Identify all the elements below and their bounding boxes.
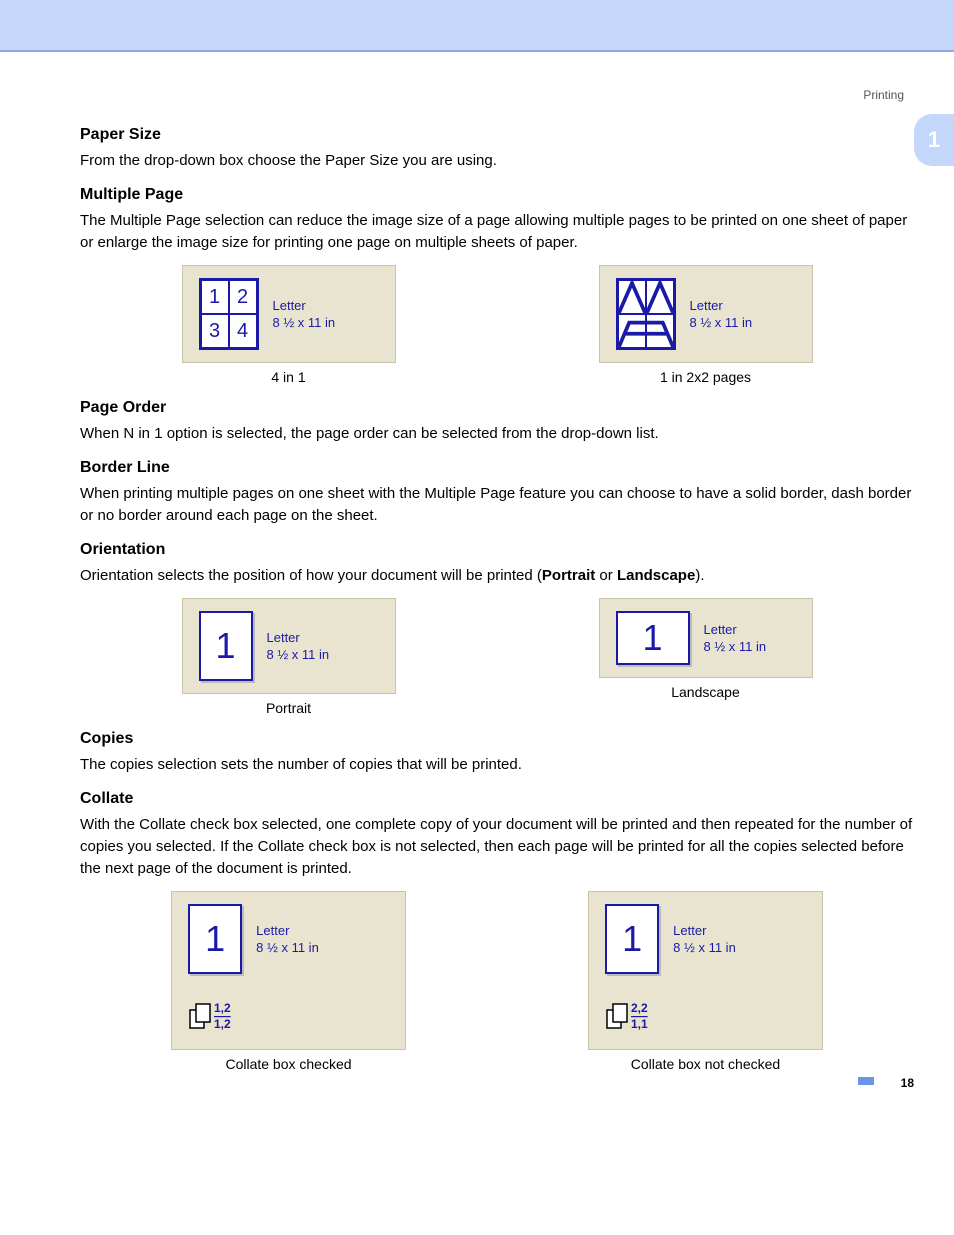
figure-row-multiple-page: 1 2 3 4 Letter 8 ½ x 11 in 4 in 1	[80, 265, 914, 385]
ori-pre: Orientation selects the position of how …	[80, 567, 542, 584]
body-orientation: Orientation selects the position of how …	[80, 565, 914, 587]
cell-a-tl	[618, 280, 646, 314]
heading-border-line: Border Line	[80, 459, 914, 477]
collate-stack-icon: 2,2 1,1	[605, 998, 806, 1037]
panel-collate-off: 1 Letter 8 ½ x 11 in 2,2 1,1	[588, 891, 823, 1050]
paper-line2: 8 ½ x 11 in	[256, 940, 319, 955]
ori-or: or	[595, 567, 617, 584]
caption-collate-off: Collate box not checked	[631, 1056, 780, 1072]
cell-a-tr	[646, 280, 674, 314]
heading-orientation: Orientation	[80, 541, 914, 559]
paper-label: Letter 8 ½ x 11 in	[273, 297, 336, 332]
paper-label: Letter 8 ½ x 11 in	[256, 922, 319, 957]
cell: 4	[229, 314, 257, 348]
heading-paper-size: Paper Size	[80, 126, 914, 144]
panel-1in2x2: Letter 8 ½ x 11 in	[599, 265, 813, 363]
sheet-icon: 1	[188, 904, 242, 974]
svg-text:1,2: 1,2	[214, 1001, 231, 1015]
heading-page-order: Page Order	[80, 399, 914, 417]
panel-landscape: 1 Letter 8 ½ x 11 in	[599, 598, 813, 678]
chapter-tab: 1	[914, 114, 954, 166]
heading-multiple-page: Multiple Page	[80, 186, 914, 204]
sheet-landscape-icon: 1	[616, 611, 690, 665]
grid-4in1: 1 2 3 4	[199, 278, 259, 350]
cell-a-bl	[618, 314, 646, 348]
paper-line1: Letter	[273, 298, 306, 313]
paper-line2: 8 ½ x 11 in	[267, 647, 330, 662]
caption-4in1: 4 in 1	[271, 369, 305, 385]
paper-label: Letter 8 ½ x 11 in	[690, 297, 753, 332]
figure-1in2x2: Letter 8 ½ x 11 in 1 in 2x2 pages	[599, 265, 813, 385]
heading-copies: Copies	[80, 730, 914, 748]
heading-collate: Collate	[80, 790, 914, 808]
figure-row-collate: 1 Letter 8 ½ x 11 in 1,2 1,2 Collate box…	[80, 891, 914, 1072]
caption-1in2x2: 1 in 2x2 pages	[660, 369, 751, 385]
caption-collate-on: Collate box checked	[225, 1056, 351, 1072]
svg-text:1,2: 1,2	[214, 1017, 231, 1031]
section-header: Printing	[80, 88, 904, 102]
body-page-order: When N in 1 option is selected, the page…	[80, 423, 914, 445]
paper-line1: Letter	[704, 622, 737, 637]
paper-line2: 8 ½ x 11 in	[273, 315, 336, 330]
sheet-icon: 1	[605, 904, 659, 974]
figure-collate-off: 1 Letter 8 ½ x 11 in 2,2 1,1 Collate box…	[588, 891, 823, 1072]
paper-label: Letter 8 ½ x 11 in	[704, 621, 767, 656]
paper-line1: Letter	[267, 630, 300, 645]
paper-label: Letter 8 ½ x 11 in	[673, 922, 736, 957]
cell: 3	[201, 314, 229, 348]
paper-line1: Letter	[690, 298, 723, 313]
ori-post: ).	[695, 567, 704, 584]
paper-line2: 8 ½ x 11 in	[704, 639, 767, 654]
figure-row-orientation: 1 Letter 8 ½ x 11 in Portrait 1 Letter 8…	[80, 598, 914, 716]
page-accent	[858, 1077, 874, 1085]
caption-landscape: Landscape	[671, 684, 740, 700]
ori-opt1: Portrait	[542, 567, 595, 584]
caption-portrait: Portrait	[266, 700, 311, 716]
panel-portrait: 1 Letter 8 ½ x 11 in	[182, 598, 396, 694]
paper-label: Letter 8 ½ x 11 in	[267, 629, 330, 664]
figure-4in1: 1 2 3 4 Letter 8 ½ x 11 in 4 in 1	[182, 265, 396, 385]
panel-collate-on: 1 Letter 8 ½ x 11 in 1,2 1,2	[171, 891, 406, 1050]
figure-collate-on: 1 Letter 8 ½ x 11 in 1,2 1,2 Collate box…	[171, 891, 406, 1072]
page-number: 18	[901, 1076, 914, 1090]
figure-landscape: 1 Letter 8 ½ x 11 in Landscape	[599, 598, 813, 716]
paper-line2: 8 ½ x 11 in	[673, 940, 736, 955]
top-band	[0, 0, 954, 52]
cell-a-br	[646, 314, 674, 348]
page-body: Printing 1 Paper Size From the drop-down…	[0, 52, 954, 1100]
ori-opt2: Landscape	[617, 567, 695, 584]
body-collate: With the Collate check box selected, one…	[80, 814, 914, 879]
body-multiple-page: The Multiple Page selection can reduce t…	[80, 210, 914, 254]
paper-line1: Letter	[673, 923, 706, 938]
svg-text:1,1: 1,1	[631, 1017, 648, 1031]
paper-line1: Letter	[256, 923, 289, 938]
panel-4in1: 1 2 3 4 Letter 8 ½ x 11 in	[182, 265, 396, 363]
cell: 2	[229, 280, 257, 314]
sheet-portrait-icon: 1	[199, 611, 253, 681]
grid-1in2x2	[616, 278, 676, 350]
cell: 1	[201, 280, 229, 314]
collate-stack-icon: 1,2 1,2	[188, 998, 389, 1037]
body-paper-size: From the drop-down box choose the Paper …	[80, 150, 914, 172]
body-copies: The copies selection sets the number of …	[80, 754, 914, 776]
body-border-line: When printing multiple pages on one shee…	[80, 483, 914, 527]
figure-portrait: 1 Letter 8 ½ x 11 in Portrait	[182, 598, 396, 716]
svg-text:2,2: 2,2	[631, 1001, 648, 1015]
paper-line2: 8 ½ x 11 in	[690, 315, 753, 330]
